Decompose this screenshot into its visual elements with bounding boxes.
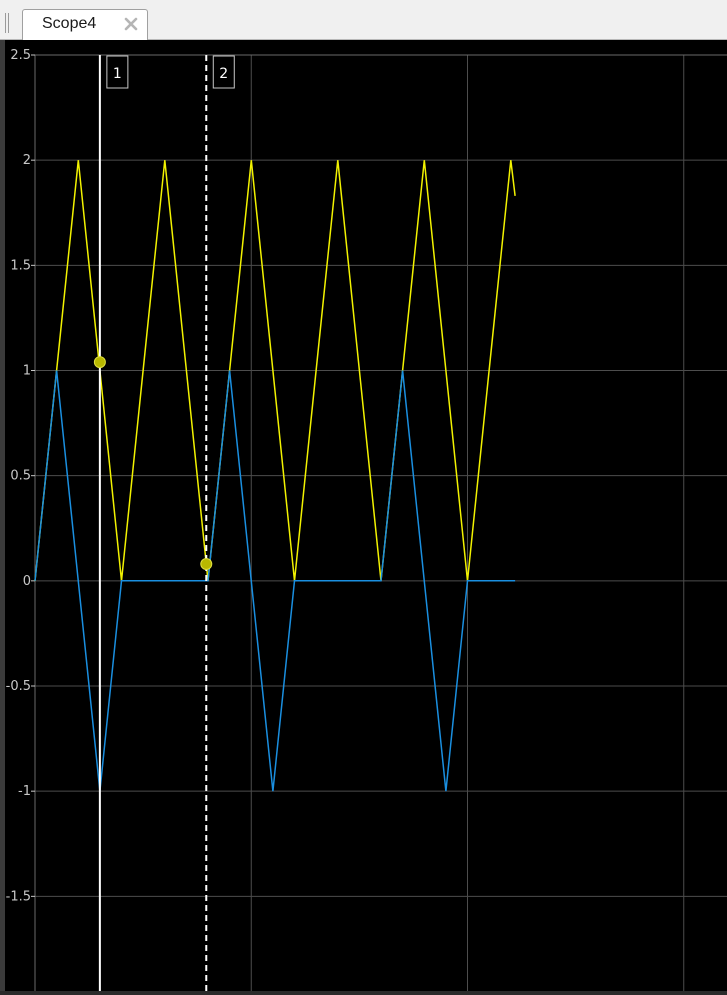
y-tick-label: 1 [23, 364, 31, 379]
drag-grip-icon[interactable] [5, 13, 11, 33]
tab-label: Scope4 [42, 15, 97, 32]
left-strip [0, 40, 5, 991]
close-icon[interactable] [122, 15, 140, 33]
grid-layer [34, 54, 727, 991]
y-tick-label: -1 [18, 784, 31, 799]
tab-scope4[interactable]: Scope4 [22, 9, 148, 41]
cursor-marker-1 [93, 356, 106, 369]
plot-area [35, 55, 727, 991]
y-tick-label: 0 [23, 574, 31, 589]
cursor-label-1: 1 [113, 66, 122, 82]
y-tick-label: 1.5 [10, 258, 31, 273]
cursor-label-2: 2 [219, 66, 228, 82]
cursor-marker-2 [200, 558, 213, 571]
y-tick-label: -1.5 [6, 889, 31, 904]
y-axis: 2.5 2 1.5 1 0.5 0 -0.5 -1 -1.5 [6, 48, 35, 904]
top-strip [0, 0, 727, 5]
cursor-label-box-1 [106, 55, 129, 89]
y-tick-label: 2.5 [10, 48, 31, 63]
y-tick-label: 0.5 [10, 469, 31, 484]
y-tick-label: 2 [23, 153, 31, 168]
cursor-label-box-2 [212, 55, 235, 89]
tab-bar: Scope4 [0, 5, 727, 41]
y-tick-label: -0.5 [6, 679, 31, 694]
